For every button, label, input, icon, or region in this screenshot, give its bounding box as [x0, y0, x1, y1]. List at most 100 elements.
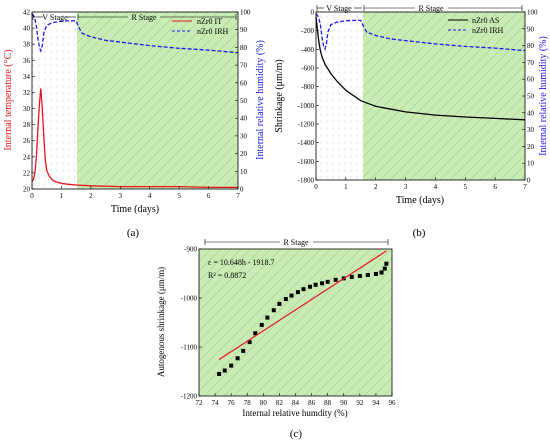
panel-c-data-point	[235, 356, 240, 361]
panel-a-y-right-tick-label: 10	[240, 168, 248, 176]
panel-c-data-point	[313, 282, 318, 287]
panel-c-x-tick-label: 80	[260, 399, 268, 407]
panel-b-series	[315, 13, 526, 121]
panel-b: 0 1 2 3 4 5 6 7 -1800 -1600 -1400 -1200 -1000 -800 -6…	[274, 4, 549, 239]
panel-a-y-left-tick-label: 22	[23, 169, 31, 177]
panel-c-fit-line	[218, 250, 387, 360]
panel-a-y-left-label: Internal temperature (°C)	[3, 49, 14, 150]
panel-a-y-right-tick-label: 30	[240, 132, 248, 140]
panel-a-y-right-tick-label: 70	[240, 62, 248, 70]
panel-b-y-left-tick-label: -800	[301, 83, 314, 91]
panel-b-legend-irh: nZr0 IRH	[472, 26, 504, 35]
panel-a-y-left-tick-label: 24	[23, 153, 31, 161]
panel-b-y-left-tick-label: -1000	[298, 102, 315, 110]
panel-c-data-point	[259, 322, 264, 327]
panel-a-y-left-tick-label: 32	[23, 89, 31, 97]
panel-b-legend-as: nZr0 AS	[472, 16, 499, 25]
panel-c-data-point	[307, 284, 312, 289]
panel-a-y-right-tick-label: 0	[240, 186, 244, 194]
panel-a-legend: nZr0 IT nZr0 IRH	[172, 17, 229, 36]
panel-c-y-tick-label: -1000	[181, 295, 198, 303]
panel-a-x-tick-label: 2	[89, 192, 93, 200]
panel-a-y-left-ticks: 20 22 24 26 28 30 32 34 36 38 40 42	[23, 9, 35, 194]
panel-b-x-tick-label: 1	[344, 183, 348, 191]
panel-b-y-left-tick-label: 0	[311, 9, 315, 17]
panel-b-x-tick-label: 4	[434, 183, 438, 191]
panel-c-data-point	[333, 277, 338, 282]
panel-a-r-stage-label: R Stage	[131, 13, 157, 22]
panel-a-x-tick-label: 1	[60, 192, 64, 200]
panel-c-data-point	[217, 371, 222, 376]
panel-b-r-stage-label: R Stage	[418, 4, 444, 13]
panel-c-caption: (c)	[290, 428, 303, 440]
panel-b-y-right-ticks: 0 10 20 30 40 50 60 70 80 90 100	[522, 9, 538, 185]
panel-b-y-left-ticks: -1800 -1600 -1400 -1200 -1000 -800 -600 -400 -20…	[298, 9, 319, 185]
panel-c-x-tick-label: 90	[340, 399, 348, 407]
panel-c-r-stage-label: R Stage	[283, 238, 309, 247]
panel-b-y-right-tick-label: 50	[527, 93, 535, 101]
panel-b-x-tick-label: 3	[404, 183, 408, 191]
panel-c-fit-equation: ε = 10.648h - 1918.7	[208, 258, 275, 267]
panel-a-unshaded-region	[32, 12, 77, 189]
panel-a-x-ticks: 0 1 2 3 4 5 6 7	[30, 186, 240, 200]
panel-b-y-right-label: Internal relative humidity (%)	[538, 36, 549, 156]
panel-a-x-tick-label: 7	[236, 192, 240, 200]
panel-b-y-left-tick-label: -1600	[298, 158, 315, 166]
panel-c-data-point	[271, 308, 276, 313]
panel-a-series-1-line	[31, 13, 239, 54]
panel-c-x-ticks: 72 74 76 78 80 82 84 86 88 90 92 94 96	[196, 393, 397, 407]
panel-b-y-left-tick-label: -400	[301, 46, 314, 54]
panel-b-x-tick-label: 2	[374, 183, 378, 191]
panel-a-y-right-tick-label: 60	[240, 79, 248, 87]
panel-c-data-point	[382, 266, 387, 271]
panel-c-x-tick-label: 86	[308, 399, 316, 407]
panel-a-y-right-tick-label: 100	[240, 9, 251, 17]
panel-c-data-point	[379, 270, 384, 275]
panel-b-x-tick-label: 5	[464, 183, 468, 191]
panel-a-y-right-label: Internal relative humidity (%)	[255, 40, 266, 160]
panel-c-y-tick-label: -900	[184, 246, 197, 254]
panel-c-data-point	[277, 301, 282, 306]
panel-c-y-ticks: -1200 -1100 -1000 -900	[181, 246, 202, 401]
panel-c-x-tick-label: 94	[372, 399, 380, 407]
panel-c-x-tick-label: 96	[389, 399, 397, 407]
panel-b-caption: (b)	[413, 227, 426, 239]
panel-b-y-right-tick-label: 60	[527, 76, 535, 84]
panel-c-x-tick-label: 76	[228, 399, 236, 407]
panel-a-x-label: Time (days)	[111, 204, 159, 215]
panel-a-y-left-tick-label: 36	[23, 57, 31, 65]
panel-a-x-tick-label: 4	[148, 192, 152, 200]
panel-a-y-left-tick-label: 38	[23, 41, 31, 49]
panel-c-data-point	[222, 368, 227, 373]
panel-b-legend: nZr0 AS nZr0 IRH	[448, 16, 504, 35]
panel-c-stage-bar: R Stage	[204, 238, 389, 247]
panel-b-y-right-tick-label: 30	[527, 126, 535, 134]
panel-b-y-right-tick-label: 80	[527, 42, 535, 50]
panel-a-legend-irh: nZr0 IRH	[197, 27, 229, 36]
panel-a-y-left-tick-label: 34	[23, 73, 31, 81]
panel-a-legend-it: nZr0 IT	[197, 17, 222, 26]
panel-b-r-stage-region	[363, 12, 525, 180]
panel-a-y-left-tick-label: 30	[23, 105, 31, 113]
panel-a-y-left-tick-label: 42	[23, 9, 31, 17]
panel-c-data-point	[265, 315, 270, 320]
panel-c-x-tick-label: 78	[244, 399, 252, 407]
panel-c-x-tick-label: 88	[324, 399, 332, 407]
panel-a-x-tick-label: 3	[119, 192, 123, 200]
panel-a-y-right-tick-label: 90	[240, 26, 248, 34]
panel-a-y-left-tick-label: 28	[23, 121, 31, 129]
panel-a-caption: (a)	[127, 227, 140, 239]
panel-c-x-tick-label: 72	[196, 399, 204, 407]
panel-a-x-tick-label: 6	[207, 192, 211, 200]
panel-c-data-point	[349, 274, 354, 279]
panel-c-y-tick-label: -1200	[181, 393, 198, 401]
panel-b-x-tick-label: 0	[314, 183, 318, 191]
panel-a-y-right-ticks: 0 10 20 30 40 50 60 70 80 90 100	[235, 9, 251, 194]
panel-a-series-0-line	[31, 88, 238, 189]
panel-c-data-point	[357, 273, 362, 278]
panel-b-x-tick-label: 7	[523, 183, 527, 191]
panel-b-y-left-tick-label: -1800	[298, 177, 315, 185]
panel-b-y-left-tick-label: -600	[301, 65, 314, 73]
